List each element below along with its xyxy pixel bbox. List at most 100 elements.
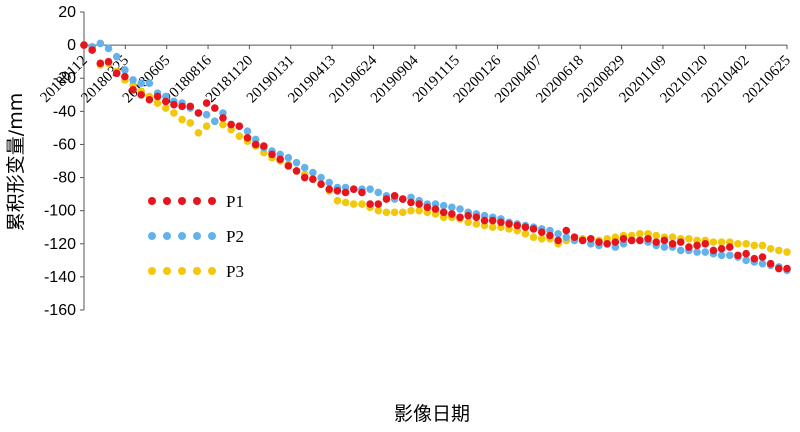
y-tick-label: -140 — [44, 269, 76, 286]
point-p1 — [153, 92, 162, 101]
point-p1 — [758, 253, 767, 261]
point-p2 — [300, 163, 309, 172]
point-p3 — [685, 235, 693, 243]
point-p3 — [758, 241, 767, 250]
point-p1 — [734, 251, 742, 260]
legend-marker — [208, 267, 216, 275]
point-p1 — [349, 185, 358, 193]
point-p2 — [717, 251, 726, 260]
point-p2 — [676, 246, 685, 255]
point-p1 — [112, 69, 121, 78]
y-tick-label: -100 — [44, 203, 76, 220]
point-p1 — [210, 104, 219, 112]
legend-marker — [163, 197, 171, 205]
point-p2 — [309, 168, 317, 177]
legend-marker — [178, 232, 186, 240]
point-p3 — [734, 239, 742, 248]
point-p3 — [374, 206, 383, 215]
legend: P1 P2 P3 — [148, 192, 244, 281]
point-p2 — [317, 173, 325, 182]
point-p1 — [652, 238, 661, 246]
y-tick-label: -120 — [44, 236, 76, 253]
point-p3 — [464, 218, 472, 227]
y-tick-label: -20 — [53, 70, 76, 87]
point-p1 — [627, 236, 636, 245]
point-p1 — [701, 239, 710, 248]
point-p1 — [488, 216, 497, 225]
point-p1 — [709, 246, 718, 255]
point-p1 — [390, 191, 399, 200]
point-p3 — [742, 239, 750, 248]
point-p2 — [562, 233, 571, 241]
point-p2 — [137, 79, 146, 87]
point-p2 — [96, 39, 105, 48]
point-p2 — [701, 248, 710, 256]
point-p1 — [521, 223, 530, 232]
point-p1 — [374, 200, 383, 208]
point-p3 — [668, 233, 677, 241]
point-p1 — [145, 95, 154, 104]
point-p1 — [775, 264, 783, 273]
data-points — [80, 39, 791, 275]
point-p2 — [366, 185, 374, 193]
point-p1 — [227, 120, 235, 129]
point-p3 — [636, 230, 644, 238]
point-p1 — [178, 102, 186, 111]
point-p1 — [644, 235, 652, 243]
point-p1 — [587, 235, 595, 243]
point-p1 — [292, 167, 301, 175]
point-p1 — [472, 213, 481, 222]
point-p2 — [112, 52, 121, 61]
point-p1 — [382, 195, 391, 203]
point-p1 — [170, 100, 178, 109]
point-p1 — [268, 150, 276, 159]
legend-label: P3 — [226, 262, 244, 281]
point-p2 — [439, 201, 448, 210]
point-p2 — [660, 243, 669, 251]
point-p3 — [488, 223, 497, 232]
legend-marker — [178, 197, 186, 205]
point-p1 — [668, 239, 677, 248]
y-axis-title: 累积形变量/mm — [5, 93, 27, 231]
point-p1 — [562, 226, 571, 235]
point-p3 — [775, 246, 783, 255]
point-p3 — [186, 119, 195, 127]
point-p1 — [366, 200, 374, 208]
point-p2 — [325, 178, 334, 187]
point-p3 — [219, 120, 227, 129]
point-p2 — [374, 188, 383, 197]
legend-marker — [193, 232, 201, 240]
point-p1 — [619, 235, 628, 243]
point-p2 — [448, 203, 456, 212]
y-tick-label: -160 — [44, 302, 76, 319]
point-p1 — [611, 238, 620, 246]
point-p1 — [243, 134, 252, 142]
point-p3 — [235, 132, 244, 140]
legend-marker — [193, 197, 201, 205]
point-p1 — [537, 228, 546, 236]
point-p1 — [529, 225, 538, 233]
point-p1 — [96, 59, 105, 68]
point-p1 — [603, 239, 611, 248]
point-p1 — [693, 241, 701, 250]
point-p3 — [399, 208, 407, 217]
point-p3 — [358, 200, 366, 208]
point-p2 — [742, 256, 750, 265]
point-p1 — [685, 243, 693, 251]
point-p3 — [537, 235, 546, 243]
point-p2 — [210, 117, 219, 126]
point-p1 — [309, 175, 317, 184]
point-p1 — [325, 185, 334, 193]
point-p1 — [783, 264, 791, 273]
legend-item-p1: P1 — [148, 192, 244, 211]
point-p1 — [219, 114, 227, 122]
point-p1 — [284, 162, 293, 170]
legend-item-p2: P2 — [148, 227, 244, 246]
point-p3 — [333, 196, 342, 205]
legend-item-p3: P3 — [148, 262, 244, 281]
point-p1 — [194, 109, 203, 117]
legend-marker — [148, 232, 156, 240]
point-p1 — [546, 231, 554, 240]
point-p2 — [292, 158, 301, 167]
